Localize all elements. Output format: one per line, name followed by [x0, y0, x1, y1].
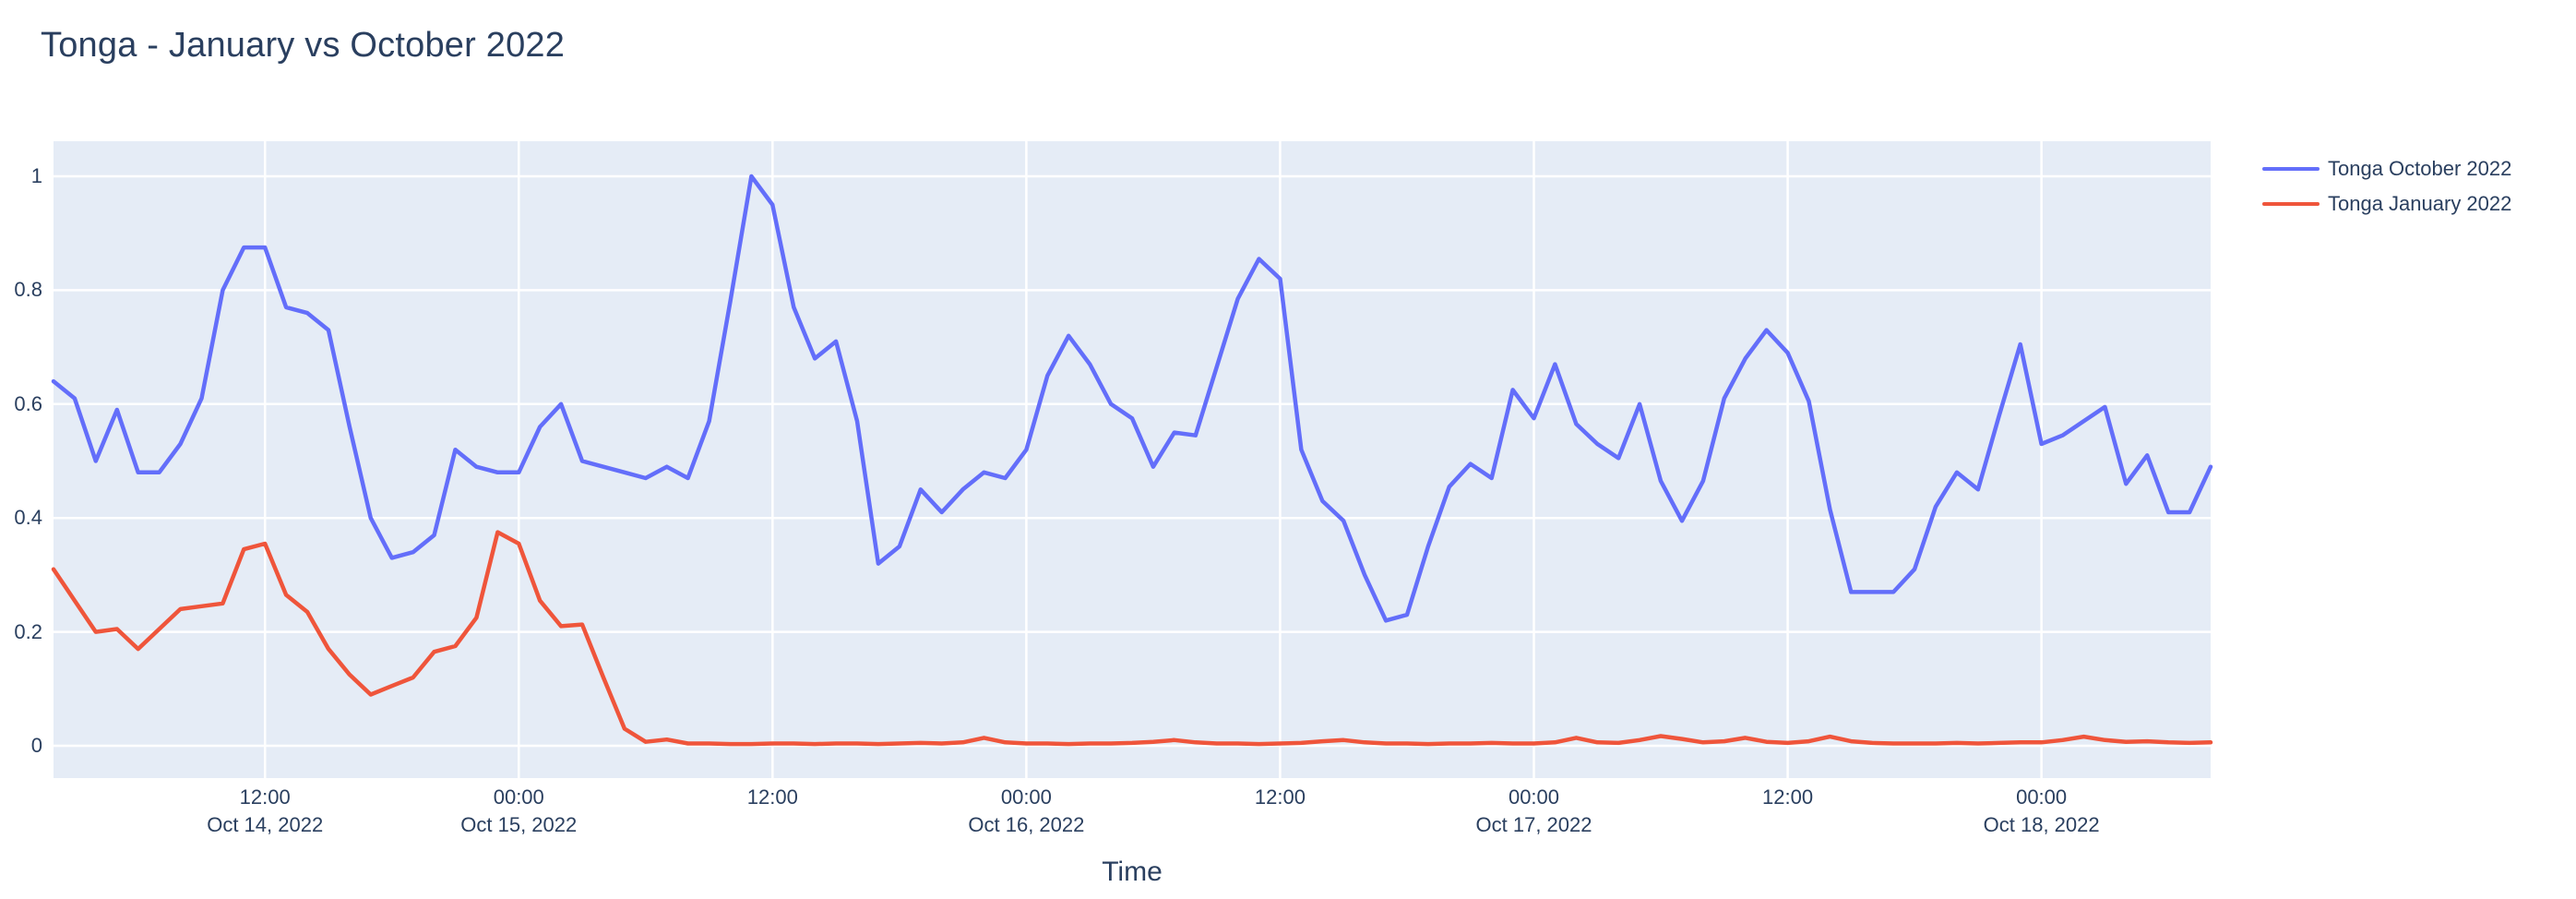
x-tick-date: Oct 16, 2022 [968, 813, 1085, 836]
chart-title: Tonga - January vs October 2022 [41, 26, 566, 65]
x-axis-title: Time [1102, 857, 1163, 887]
plot-background [54, 141, 2211, 778]
x-tick-label: 12:00 [1255, 785, 1306, 809]
y-tick-label: 0.4 [14, 506, 42, 530]
x-tick-label: 12:00 [1762, 785, 1813, 809]
y-tick-label: 0.8 [14, 278, 42, 302]
x-tick-label: 00:00 Oct 17, 2022 [1476, 785, 1592, 837]
x-tick-time: 12:00 [239, 785, 291, 809]
x-tick-date: Oct 17, 2022 [1475, 813, 1592, 836]
y-tick-label: 1 [30, 164, 42, 187]
x-tick-time: 12:00 [746, 785, 798, 809]
x-tick-label: 00:00 Oct 18, 2022 [1984, 785, 2100, 837]
x-tick-date: Oct 15, 2022 [460, 813, 578, 836]
x-tick-time: 00:00 [493, 785, 544, 809]
x-tick-date: Oct 14, 2022 [207, 813, 324, 836]
y-tick-label: 0.2 [14, 619, 42, 643]
legend-line-sample-january-icon [2262, 202, 2320, 206]
x-tick-date: Oct 18, 2022 [1983, 813, 2100, 836]
legend-label: Tonga January 2022 [2328, 192, 2512, 215]
series-line-tonga-january-2022[interactable] [51, 530, 2213, 747]
x-tick-time: 00:00 [2016, 785, 2068, 809]
legend-item-tonga-october-2022[interactable]: Tonga October 2022 [2262, 151, 2511, 186]
legend-line-sample-october-icon [2262, 167, 2320, 171]
y-tick-label: 0 [30, 734, 42, 757]
x-tick-label: 00:00 Oct 15, 2022 [460, 785, 577, 837]
x-tick-time: 12:00 [1762, 785, 1814, 809]
x-tick-label: 12:00 Oct 14, 2022 [207, 785, 323, 837]
x-tick-time: 00:00 [1000, 785, 1052, 809]
y-tick-label: 0.6 [14, 391, 42, 415]
x-tick-label: 00:00 Oct 16, 2022 [968, 785, 1084, 837]
x-tick-time: 12:00 [1254, 785, 1306, 809]
legend: Tonga October 2022 Tonga January 2022 [2262, 151, 2511, 222]
legend-label: Tonga October 2022 [2328, 157, 2512, 180]
series-line-tonga-october-2022[interactable] [51, 174, 2213, 623]
legend-item-tonga-january-2022[interactable]: Tonga January 2022 [2262, 186, 2511, 222]
x-tick-label: 12:00 [747, 785, 798, 809]
x-tick-time: 00:00 [1508, 785, 1560, 809]
